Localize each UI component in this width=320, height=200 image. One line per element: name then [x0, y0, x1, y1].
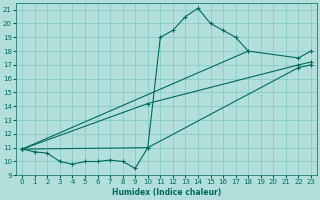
- X-axis label: Humidex (Indice chaleur): Humidex (Indice chaleur): [112, 188, 221, 197]
